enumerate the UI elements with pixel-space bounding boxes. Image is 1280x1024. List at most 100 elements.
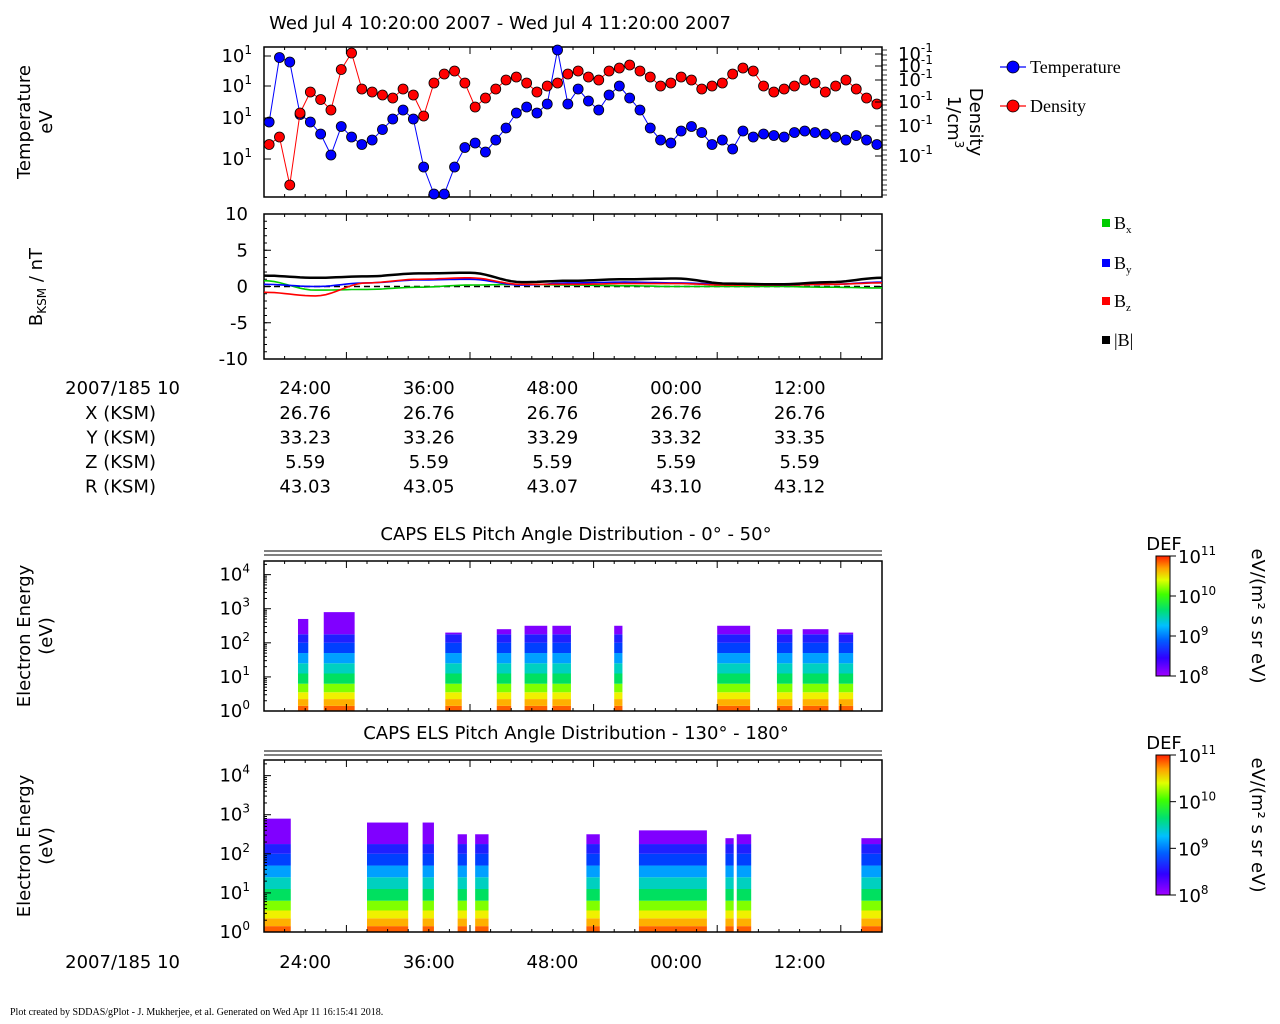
- legend-label-base: B: [1114, 213, 1126, 233]
- density-point: [418, 110, 430, 122]
- energy-tick-label-exp: 2: [242, 630, 250, 644]
- density-point: [346, 47, 357, 59]
- legend-label-sub: x: [1126, 224, 1132, 236]
- figure-title: Wed Jul 4 10:20:00 2007 - Wed Jul 4 11:2…: [269, 13, 731, 34]
- ephemeris-value: 43.07: [527, 477, 579, 498]
- spectrogram-cell: [586, 877, 600, 889]
- spectrogram-cell: [586, 889, 600, 901]
- ephemeris-value: 33.26: [403, 428, 455, 449]
- energy-tick-label: 104: [219, 763, 250, 787]
- ephemeris-value: 26.76: [279, 403, 331, 424]
- spectrogram-cell: [638, 844, 707, 854]
- spectrogram-cell: [264, 889, 291, 901]
- spectrogram-cell: [725, 877, 734, 889]
- spectrogram-cell: [725, 889, 734, 901]
- bfield-tick-label: 0: [237, 277, 248, 298]
- temperature-tick-label: 101: [221, 43, 252, 67]
- spectrogram-cell: [552, 642, 571, 654]
- density-point: [480, 92, 491, 104]
- spectrogram-cell: [297, 705, 309, 711]
- density-point: [356, 83, 368, 95]
- spectrogram-cell: [717, 683, 751, 693]
- spectrogram-cell: [861, 910, 882, 919]
- density-point: [521, 77, 533, 89]
- density-point: [789, 80, 800, 92]
- spectrogram-cell: [552, 692, 571, 700]
- temperature-point: [377, 124, 388, 135]
- density-point: [510, 71, 522, 83]
- legend-label-3: |B|: [1114, 330, 1133, 350]
- temperature-point: [407, 113, 419, 125]
- density-point: [397, 83, 409, 95]
- spectrogram-cell: [717, 699, 751, 706]
- energy-tick-label-base: 10: [219, 633, 242, 654]
- temperature-ylabel: Temperature: [14, 65, 35, 180]
- temperature-point: [655, 134, 666, 146]
- spectrogram-cell: [323, 653, 355, 664]
- density-tick-label: 10-1: [898, 53, 933, 77]
- temperature-density-panel: Temperature eV Density 1/cm3 10110110110…: [14, 41, 1121, 200]
- spectrogram-cell: [717, 705, 751, 711]
- spectrogram-cell: [524, 642, 548, 654]
- energy-tick-label-exp: 2: [242, 841, 250, 855]
- density-point: [449, 65, 460, 77]
- spectrogram-cell: [638, 830, 707, 845]
- density-point: [768, 86, 780, 98]
- density-point: [665, 77, 677, 89]
- spectrogram-cell: [367, 844, 409, 854]
- legend-swatch-2: [1102, 297, 1110, 305]
- energy-tick-label-base: 10: [219, 667, 242, 688]
- legend-swatch-0: [1102, 219, 1110, 227]
- ephemeris-value: 5.59: [409, 452, 449, 473]
- temperature-point: [747, 131, 759, 143]
- density-point: [830, 80, 842, 92]
- spectrogram-cell: [524, 625, 548, 635]
- energy-tick-label-base: 10: [219, 565, 242, 586]
- energy-tick-label: 103: [219, 596, 250, 620]
- ephemeris-value: 33.29: [527, 428, 579, 449]
- time-tick-label: 12:00: [774, 378, 826, 399]
- spectrogram-cell: [861, 900, 882, 911]
- ephemeris-value: 26.76: [403, 403, 455, 424]
- spectrogram-cell: [552, 653, 571, 664]
- temperature-point: [583, 95, 594, 107]
- spectrogram-cell: [264, 818, 291, 845]
- ephemeris-value: 43.12: [774, 477, 826, 498]
- temperature-point: [809, 127, 821, 138]
- spectrogram-0-50-data: [297, 612, 854, 711]
- temperature-point: [706, 139, 718, 150]
- spectrogram-cell: [614, 625, 623, 635]
- spectrogram-cell: [524, 692, 548, 700]
- spectrogram-cell: [445, 653, 462, 664]
- legend-label-sub: z: [1126, 302, 1131, 314]
- legend-swatch-3: [1102, 336, 1110, 344]
- spectrogram-cell: [838, 699, 854, 706]
- temperature-point: [572, 83, 584, 95]
- spectrogram-130-180-title: CAPS ELS Pitch Angle Distribution - 130°…: [363, 723, 789, 744]
- spectrogram-cell: [638, 853, 707, 866]
- spectrogram-cell: [422, 889, 434, 901]
- spectrogram-cell: [802, 673, 829, 684]
- spectrogram-cell: [475, 844, 489, 854]
- spectrogram-cell: [638, 918, 707, 927]
- spectrogram-cell: [861, 853, 882, 866]
- density-point: [428, 77, 440, 89]
- density-point: [737, 62, 749, 74]
- colorbar-title: DEF: [1146, 733, 1182, 754]
- temperature-point: [840, 134, 852, 146]
- spectrogram-cell: [422, 900, 434, 911]
- spectrogram-cell: [638, 865, 707, 878]
- temperature-point: [459, 142, 471, 153]
- bottom-time-tick-label: 48:00: [526, 952, 578, 973]
- ephemeris-value: 43.10: [650, 477, 702, 498]
- spectrogram-cell: [457, 910, 467, 919]
- density-tick-label-exp: -1: [921, 143, 933, 157]
- density-point: [871, 98, 883, 110]
- colorbar-tick-label-base: 10: [1178, 793, 1201, 814]
- bottom-time-tick-label: 24:00: [279, 952, 331, 973]
- density-tick-label: 10-1: [898, 67, 933, 91]
- density-tick-label-base: 10: [898, 116, 921, 137]
- spectrogram-cell: [297, 642, 309, 654]
- temperature-point: [716, 134, 728, 146]
